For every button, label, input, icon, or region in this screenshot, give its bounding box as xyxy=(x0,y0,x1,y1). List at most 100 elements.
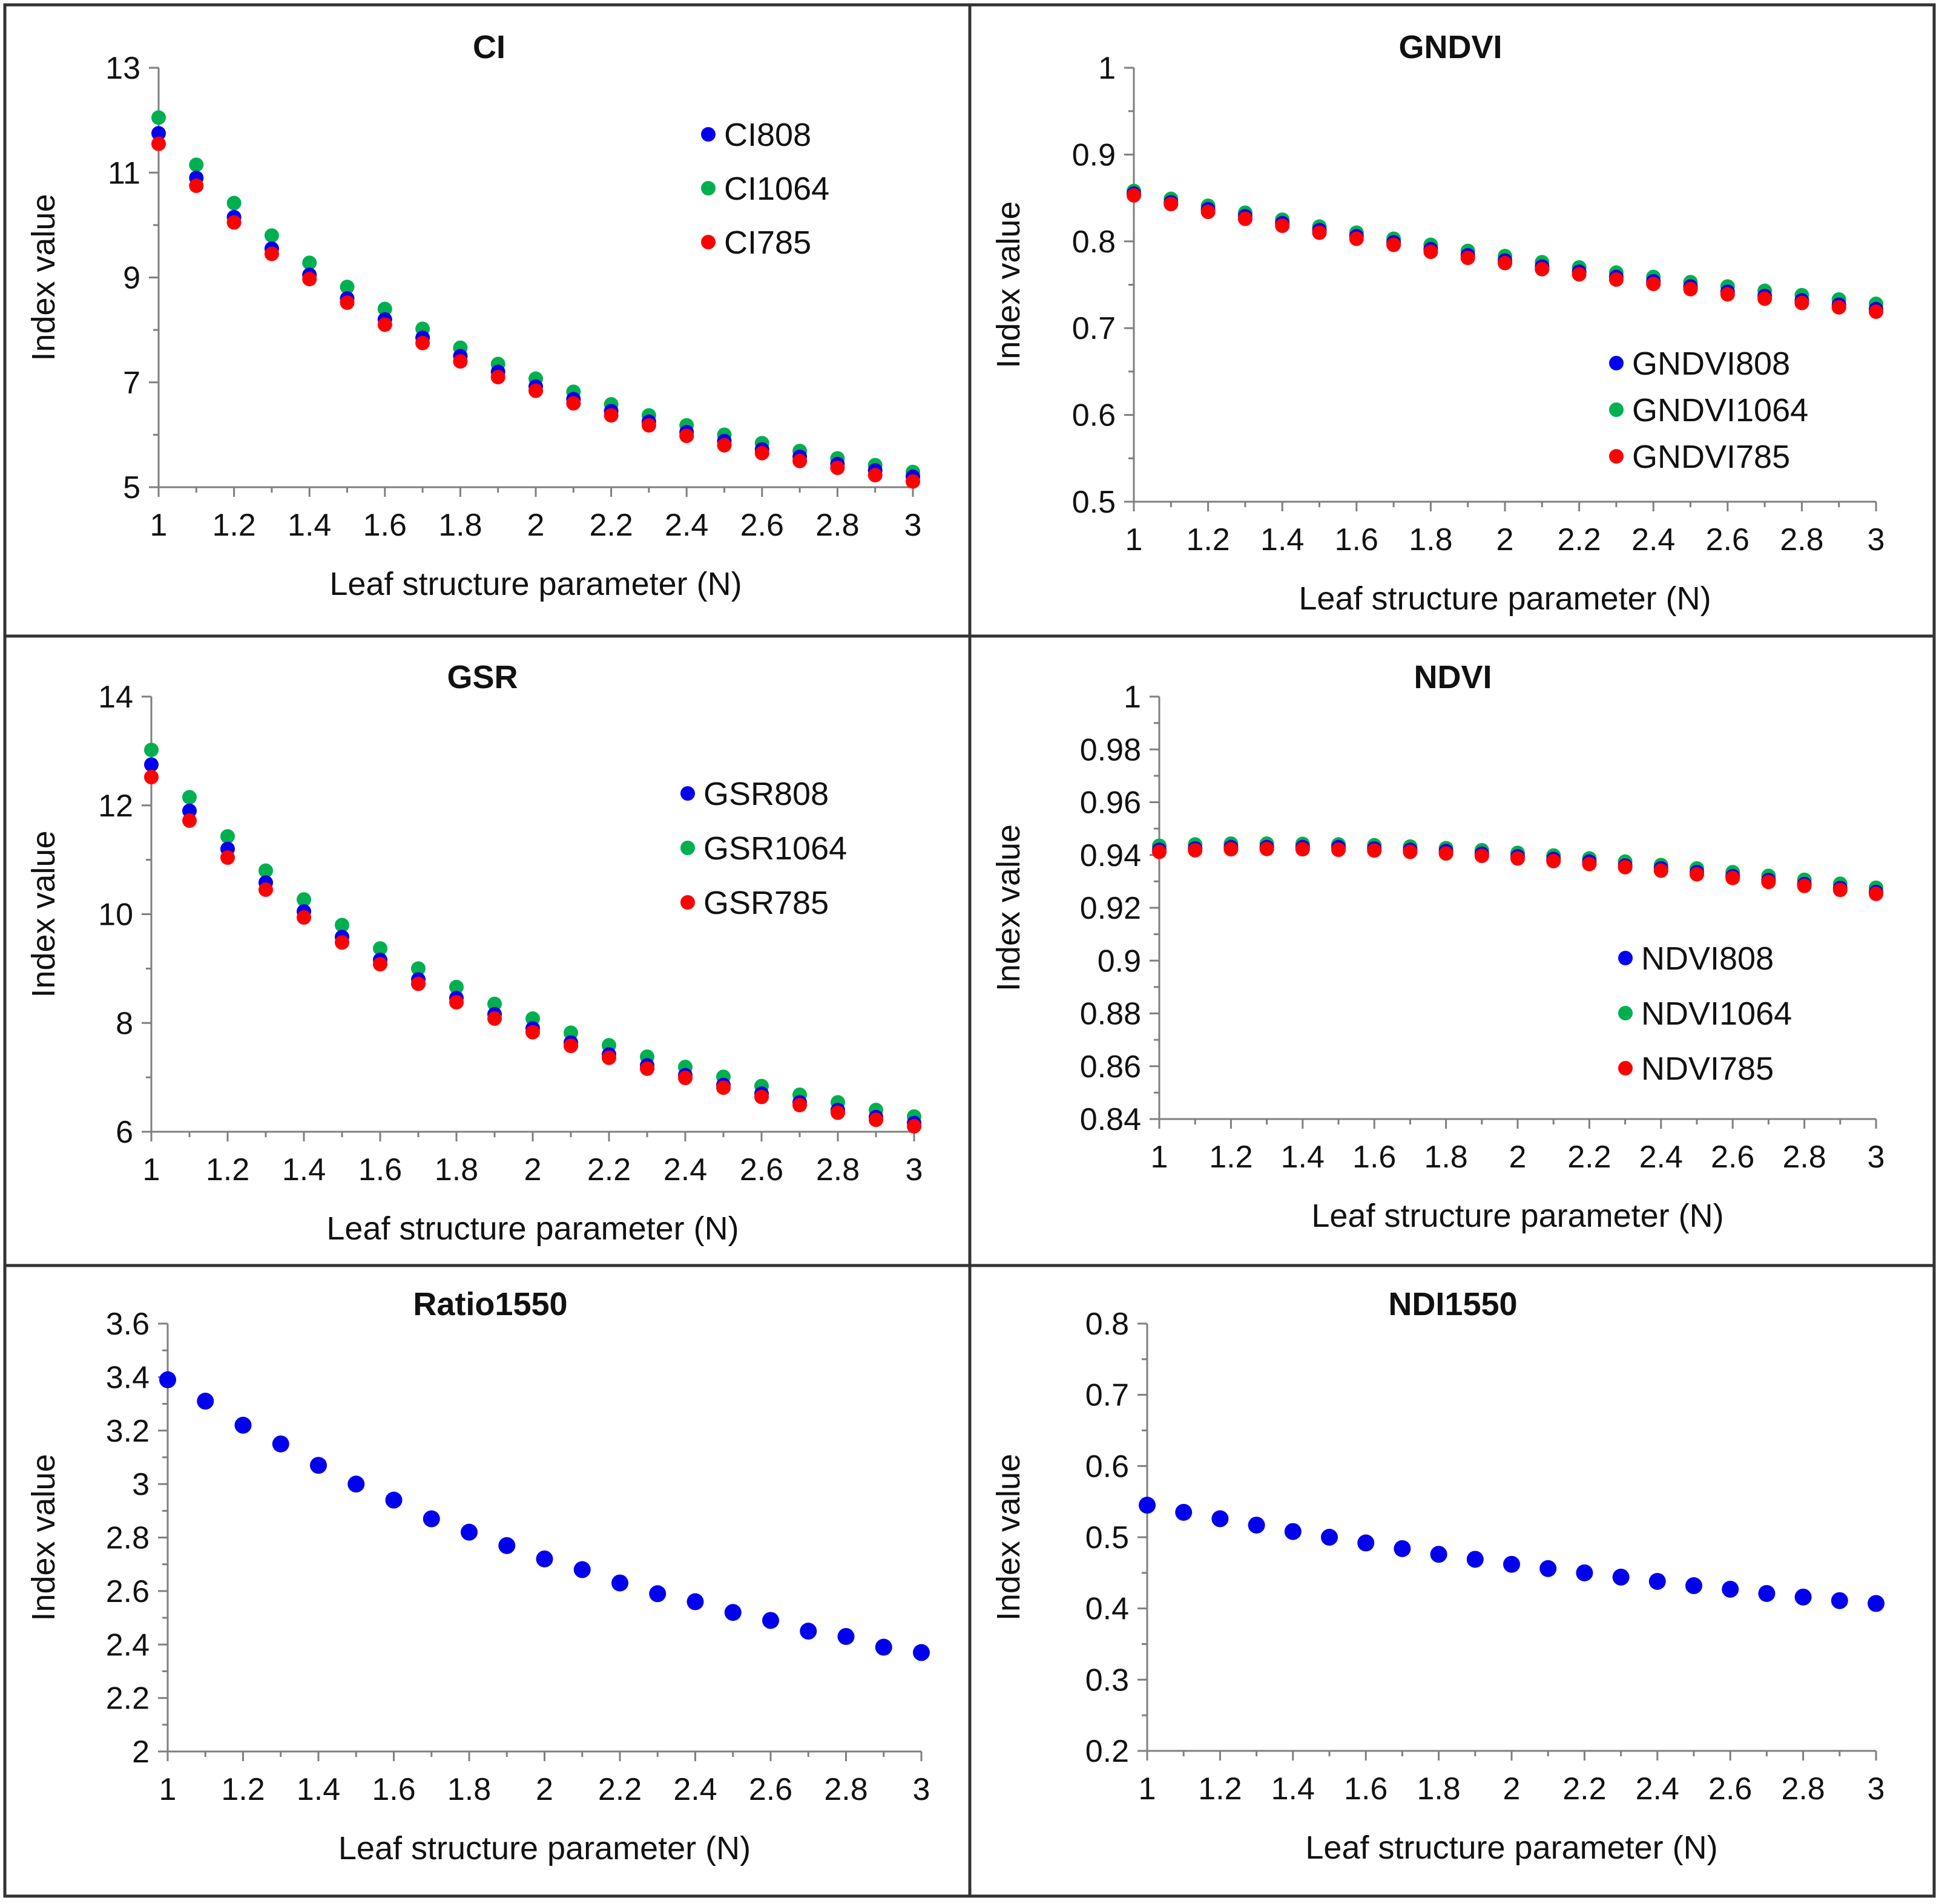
x-tick-label: 2.8 xyxy=(824,1772,867,1807)
data-point xyxy=(310,1457,327,1474)
data-point xyxy=(1539,1560,1557,1577)
chart-title: Ratio1550 xyxy=(413,1286,567,1322)
data-point xyxy=(1832,882,1848,898)
legend-label: CI1064 xyxy=(724,171,829,207)
legend-label: GNDVI808 xyxy=(1632,346,1790,382)
x-tick-label: 1.2 xyxy=(212,508,255,543)
data-point xyxy=(564,1038,578,1053)
data-point xyxy=(151,126,166,141)
y-tick-label: 0.7 xyxy=(1072,311,1116,346)
data-point xyxy=(678,1071,693,1086)
data-point xyxy=(411,961,426,976)
x-tick-label: 1.2 xyxy=(221,1772,265,1807)
data-point xyxy=(869,1112,883,1128)
y-tick-label: 3.2 xyxy=(106,1414,150,1449)
data-point xyxy=(189,178,204,193)
data-point xyxy=(716,1080,731,1095)
y-tick-label: 14 xyxy=(98,680,133,715)
x-axis-title: Leaf structure parameter (N) xyxy=(1299,580,1711,617)
data-point xyxy=(875,1638,892,1656)
data-point xyxy=(1618,859,1633,875)
data-point xyxy=(1175,1503,1193,1521)
legend-label: GSR1064 xyxy=(703,830,847,867)
y-tick-label: 3.6 xyxy=(106,1307,150,1342)
x-axis-title: Leaf structure parameter (N) xyxy=(326,1210,739,1247)
x-tick-label: 2.2 xyxy=(589,508,633,543)
x-tick-label: 2.2 xyxy=(1562,1771,1606,1807)
data-point xyxy=(498,1537,516,1554)
legend-label: NDVI1064 xyxy=(1641,996,1792,1032)
data-point xyxy=(792,453,808,468)
x-tick-label: 2.6 xyxy=(740,508,784,543)
data-point xyxy=(159,1371,176,1388)
data-point xyxy=(449,979,464,994)
legend: CI808 CI1064 CI785 xyxy=(701,117,829,261)
x-tick-label: 2.2 xyxy=(598,1772,642,1807)
data-point xyxy=(1648,1572,1666,1590)
data-point xyxy=(297,892,311,907)
data-point xyxy=(1367,843,1382,858)
data-point xyxy=(1152,844,1167,859)
chart-gndvi: 0.5 0.6 0.7 0.8 0.9 1 1 1.2 1.4 1.6 1.8 2 2.2 2.4 2.6 2… xyxy=(990,29,1885,617)
series-GSR808 xyxy=(144,757,921,1131)
data-point xyxy=(525,1025,540,1040)
x-tick-label: 2.4 xyxy=(665,508,708,543)
data-point xyxy=(377,317,392,332)
data-point xyxy=(762,1612,779,1629)
x-tick-label: 1 xyxy=(150,508,168,543)
data-point xyxy=(1582,856,1597,872)
x-tick-label: 2.4 xyxy=(1631,522,1675,557)
x-tick-label: 3 xyxy=(1868,1771,1885,1807)
data-point xyxy=(340,280,355,295)
data-point xyxy=(272,1435,289,1453)
data-point xyxy=(1794,295,1809,310)
data-point xyxy=(717,438,732,453)
y-tick-label: 3 xyxy=(132,1467,150,1502)
data-point xyxy=(226,215,242,230)
data-point xyxy=(602,1050,616,1065)
series-CI785 xyxy=(151,136,920,489)
y-tick-label: 0.4 xyxy=(1085,1592,1129,1627)
data-point xyxy=(1295,842,1310,857)
data-point xyxy=(1237,211,1253,226)
data-point xyxy=(1430,1546,1447,1563)
y-tick-label: 7 xyxy=(123,366,140,401)
data-point xyxy=(1690,867,1704,882)
y-tick-label: 12 xyxy=(98,789,133,824)
chart-title: GNDVI xyxy=(1398,29,1502,65)
y-tick-label: 2.4 xyxy=(106,1627,150,1663)
data-point xyxy=(335,935,349,950)
legend-marker xyxy=(1609,402,1624,417)
data-point xyxy=(1725,870,1740,885)
x-tick-label: 1.6 xyxy=(358,1152,402,1187)
data-point xyxy=(490,370,505,385)
data-point xyxy=(1498,255,1512,271)
data-point xyxy=(373,941,387,956)
x-tick-label: 1 xyxy=(159,1772,177,1807)
x-tick-label: 2.6 xyxy=(1706,522,1750,557)
legend-marker xyxy=(680,786,695,801)
data-point xyxy=(724,1604,742,1621)
data-point xyxy=(1761,875,1776,890)
data-point xyxy=(1608,272,1624,287)
series-CI1064 xyxy=(151,110,920,479)
x-tick-label: 1.6 xyxy=(1335,522,1378,557)
data-point xyxy=(1223,842,1239,857)
data-point xyxy=(1535,261,1550,277)
data-point xyxy=(1312,225,1327,240)
y-tick-label: 0.7 xyxy=(1085,1378,1129,1413)
x-tick-label: 1.4 xyxy=(282,1152,326,1187)
x-tick-label: 2 xyxy=(1509,1140,1527,1175)
x-tick-label: 1.8 xyxy=(1409,522,1452,557)
x-tick-label: 2 xyxy=(524,1152,542,1187)
data-point xyxy=(258,863,273,878)
y-axis-title: Index value xyxy=(990,1454,1027,1621)
data-point xyxy=(182,790,197,805)
x-tick-label: 2.8 xyxy=(1780,522,1823,557)
x-tick-label: 1.6 xyxy=(363,508,407,543)
data-point xyxy=(536,1550,553,1568)
legend-marker xyxy=(701,127,716,142)
y-tick-label: 6 xyxy=(116,1115,133,1150)
data-point xyxy=(679,428,694,444)
data-point xyxy=(302,255,317,271)
